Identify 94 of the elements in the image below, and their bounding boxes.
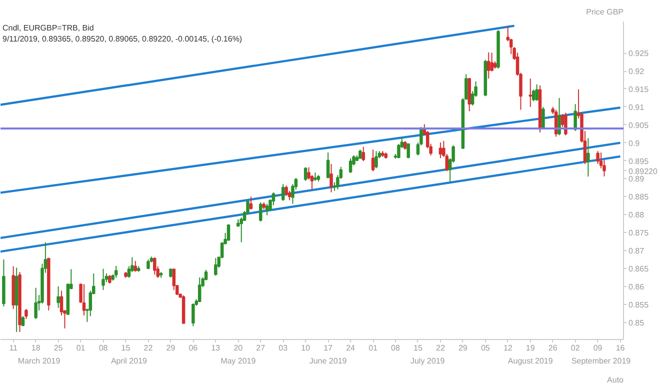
x2-tick-label: April 2019 <box>110 356 148 366</box>
candlestick <box>487 52 490 80</box>
x2-tick-label: May 2019 <box>220 356 256 366</box>
x-tick-label: 12 <box>503 344 513 352</box>
candlestick <box>326 152 330 178</box>
candlestick <box>258 202 262 222</box>
candlestick <box>574 104 577 132</box>
candlestick <box>56 286 60 308</box>
x-tick-label: 10 <box>301 344 311 352</box>
y-tick-label: 0.895 <box>628 156 650 166</box>
x-tick-label: 06 <box>188 344 198 352</box>
x-tick-label: 08 <box>98 344 108 352</box>
candlestick <box>304 166 308 182</box>
x-tick-label: 16 <box>616 344 626 352</box>
y-tick-label: 0.925 <box>628 49 650 58</box>
y-tick-label: 0.885 <box>628 192 650 202</box>
y-tick-label: 0.915 <box>628 84 650 94</box>
x2-tick-label: March 2019 <box>18 356 61 366</box>
candlestick <box>406 143 410 159</box>
text: 9/11/2019, 0.89365, 0.89520, 0.89065, 0.89220, -0.00145, (-0.16%) <box>2 34 242 44</box>
candlestick <box>60 290 64 316</box>
candlestick <box>198 276 202 303</box>
candlestick <box>330 163 333 193</box>
x-tick-label: 22 <box>144 344 154 352</box>
x2-tick-label: August 2019 <box>508 356 554 366</box>
y-tick-label: 0.86 <box>628 282 645 292</box>
candlestick <box>535 84 538 102</box>
y-tick-label: 0.88 <box>628 210 645 220</box>
y-tick-label: 0.92 <box>628 67 645 76</box>
x-tick-label: 03 <box>278 344 288 352</box>
x-tick-label: 24 <box>346 344 356 352</box>
candlestick <box>281 184 285 202</box>
x-tick-label: 20 <box>234 344 244 352</box>
candlestick <box>348 158 352 174</box>
y-tick-label: 0.87 <box>628 246 645 256</box>
candlestick <box>265 203 269 216</box>
candlestick <box>586 138 590 178</box>
candlestick <box>153 256 156 276</box>
y-tick-label: 0.9 <box>628 138 640 148</box>
x2-tick-label: June 2019 <box>309 356 348 366</box>
x-tick-label: 13 <box>211 344 221 352</box>
x-tick-label: 29 <box>458 344 468 352</box>
y-tick-label: 0.875 <box>628 228 650 238</box>
x-tick-label: 27 <box>256 344 266 352</box>
candlestick <box>192 303 195 327</box>
x-tick-label: 25 <box>54 344 64 352</box>
candlestick <box>249 196 253 210</box>
x-tick-label: 22 <box>436 344 446 352</box>
candlestick <box>532 89 536 102</box>
y-axis-title: Price GBP <box>586 8 624 16</box>
candlestick <box>34 287 38 320</box>
candlestick <box>284 185 288 196</box>
x-tick-label: 26 <box>548 344 558 352</box>
candlestick <box>24 308 28 320</box>
x-tick-label: 17 <box>324 344 334 352</box>
x-tick-label: 09 <box>593 344 603 352</box>
candlestick <box>374 150 378 169</box>
candlestick <box>438 142 442 159</box>
y-tick-label: 0.89220 <box>628 166 658 176</box>
y-tick-label: 0.85 <box>628 318 645 328</box>
x-tick-label: 05 <box>480 344 490 352</box>
chart-title: Cndl, EURGBP=TRB, Bid <box>2 24 94 32</box>
candlestick <box>596 150 600 164</box>
candlestick <box>371 149 375 172</box>
candlestick <box>564 112 568 136</box>
y-tick-label: 0.905 <box>628 120 650 130</box>
candlestick <box>226 224 230 242</box>
y-tick-label: 0.91 <box>628 102 645 112</box>
candlestick <box>272 192 276 206</box>
text: Auto <box>607 376 624 384</box>
x-tick-label: 19 <box>526 344 536 352</box>
y-tick-label: 0.855 <box>628 300 650 310</box>
x-tick-label: 01 <box>368 344 378 352</box>
candlestick <box>528 78 532 108</box>
candlestick <box>114 265 118 278</box>
candlestick <box>362 146 366 162</box>
candlestick <box>102 268 105 290</box>
x-tick-label: 02 <box>570 344 580 352</box>
x-tick-label: 29 <box>166 344 176 352</box>
x-tick-label: 01 <box>76 344 86 352</box>
x-tick-label: 18 <box>31 344 41 352</box>
y-tick-label: 0.865 <box>628 264 650 274</box>
candlestick <box>82 284 86 316</box>
candlestick <box>134 260 137 272</box>
x-tick-label: 15 <box>121 344 131 352</box>
candlestick <box>214 258 218 276</box>
candlestick <box>490 52 494 72</box>
y-tick-label: 0.89 <box>628 174 645 184</box>
candlestick <box>558 97 561 136</box>
x2-tick-label: September 2019 <box>571 356 632 366</box>
x-tick-label: 08 <box>391 344 400 352</box>
x-tick-label: 11 <box>9 344 18 352</box>
x2-tick-label: July 2019 <box>410 356 446 366</box>
x-tick-label: 15 <box>414 344 423 352</box>
